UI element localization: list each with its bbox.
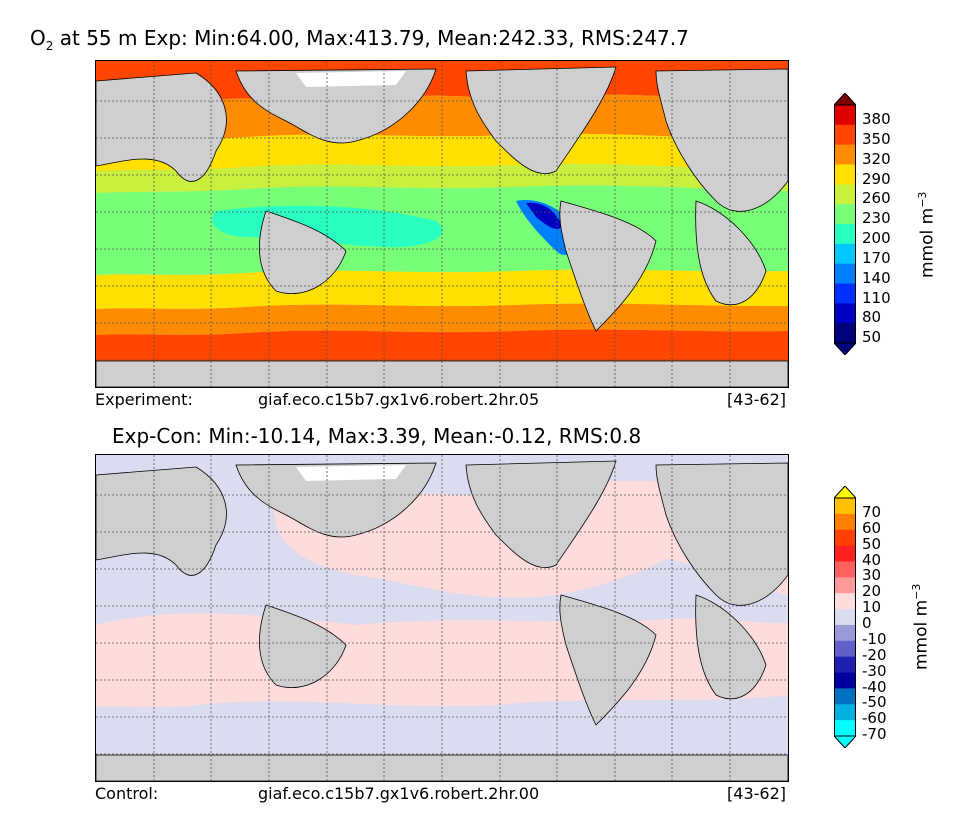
bottom-units-exp: −3	[910, 583, 923, 600]
bottom-colorbar-tick-label: 60	[862, 518, 882, 537]
top-colorbar-segment	[834, 105, 856, 126]
top-colorbar-segment	[834, 184, 856, 205]
top-colorbar-tick-label: 110	[862, 288, 891, 307]
top-colorbar-segment	[834, 303, 856, 324]
top-gridlines	[96, 61, 788, 387]
top-map-svg	[96, 61, 788, 387]
bottom-colorbar-outline	[834, 497, 856, 737]
bottom-colorbar-segment	[834, 640, 856, 658]
bottom-footer-left: Control:	[95, 784, 159, 803]
bottom-colorbar-tick-label: -10	[862, 629, 887, 648]
top-colorbar-outline	[834, 104, 856, 344]
top-colorbar-segment	[834, 243, 856, 265]
bottom-map	[95, 454, 789, 782]
top-colorbar-segment	[834, 224, 856, 245]
bottom-colorbar-segment	[834, 672, 856, 689]
top-map	[95, 60, 789, 388]
bottom-colorbar-segment	[834, 609, 856, 626]
bottom-map-svg	[96, 455, 788, 781]
top-colorbar-segment	[834, 204, 856, 225]
top-footer-left: Experiment:	[95, 390, 193, 409]
bottom-colorbar-tick-label: -50	[862, 693, 887, 712]
top-colorbar-ticks: 380 350 320 290 260 230 200 170 140 110 80 50	[862, 110, 912, 347]
bottom-colorbar-segment	[834, 593, 856, 610]
top-colorbar-segment	[834, 283, 856, 304]
bottom-colorbar-segment	[834, 561, 856, 578]
bottom-colorbar-tick-label: 20	[862, 582, 882, 601]
bottom-colorbar-tick-label: 0	[862, 614, 872, 633]
bottom-colorbar-segment	[834, 498, 856, 515]
bottom-footer-mid: giaf.eco.c15b7.gx1v6.robert.2hr.00	[258, 784, 540, 803]
top-colorbar-segment	[834, 323, 856, 343]
top-colorbar-tick-label: 290	[862, 169, 891, 188]
bottom-colorbar-segment	[834, 624, 856, 642]
bottom-colorbar-tick-label: -20	[862, 645, 887, 664]
top-footer-mid: giaf.eco.c15b7.gx1v6.robert.2hr.05	[258, 390, 540, 409]
top-colorbar-max-arrow	[832, 92, 858, 106]
bottom-colorbar-max-arrow	[832, 485, 858, 499]
bottom-colorbar-segment	[834, 529, 856, 547]
top-colorbar-tick-label: 320	[862, 149, 891, 168]
top-colorbar-segment	[834, 164, 856, 185]
bottom-colorbar-segment	[834, 688, 856, 705]
top-colorbar-segment	[834, 263, 856, 284]
bottom-colorbar-ticks: 70 60 50 40 30 20 10 0 -10 -20 -30 -40 -50 -60 -70	[862, 503, 912, 742]
top-units-main: mmol m	[917, 207, 938, 278]
bottom-map-title: Exp-Con: Min:-10.14, Max:3.39, Mean:-0.1…	[112, 424, 642, 448]
bottom-footer-right: [43-62]	[727, 784, 786, 803]
bottom-colorbar-tick-label: 10	[862, 598, 882, 617]
top-colorbar-tick-label: 50	[862, 328, 882, 347]
bottom-colorbar-tick-label: -40	[862, 677, 887, 696]
top-title-sub: 2	[45, 39, 54, 53]
top-colorbar-tick-label: 80	[862, 308, 882, 327]
bottom-colorbar-segment	[834, 704, 856, 721]
top-title-prefix: O	[30, 26, 46, 50]
bottom-colorbar-segment	[834, 513, 856, 531]
top-colorbar-tick-label: 140	[862, 268, 891, 287]
top-colorbar-segment	[834, 144, 856, 165]
bottom-colorbar-tick-label: -30	[862, 661, 887, 680]
bottom-colorbar-segment	[834, 720, 856, 736]
top-colorbar-tick-label: 230	[862, 209, 891, 228]
bottom-colorbar-tick-label: -60	[862, 709, 887, 728]
top-title-rest: at 55 m Exp: Min:64.00, Max:413.79, Mean…	[53, 26, 689, 50]
bottom-colorbar-segment	[834, 545, 856, 562]
top-units-exp: −3	[916, 191, 929, 208]
bottom-colorbar-segment	[834, 656, 856, 674]
top-colorbar-segment	[834, 124, 856, 146]
top-colorbar-tick-label: 170	[862, 248, 891, 267]
bottom-colorbar-tick-label: -70	[862, 725, 887, 744]
bottom-colorbar-units: mmol m−3	[910, 584, 932, 670]
bottom-colorbar-tick-label: 30	[862, 566, 882, 585]
bottom-colorbar-svg	[832, 485, 858, 749]
bottom-colorbar-tick-label: 50	[862, 534, 882, 553]
top-sea-ice	[296, 71, 406, 87]
top-map-title: O2 at 55 m Exp: Min:64.00, Max:413.79, M…	[30, 26, 689, 53]
bottom-colorbar-tick-label: 70	[862, 503, 882, 521]
bottom-continents	[96, 460, 788, 781]
top-omz-core	[526, 202, 562, 230]
bottom-sea-ice	[296, 465, 406, 481]
top-footer-right: [43-62]	[727, 390, 786, 409]
bottom-colorbar	[832, 485, 858, 749]
bottom-gridlines	[96, 455, 788, 781]
bottom-units-main: mmol m	[911, 599, 932, 670]
top-colorbar-tick-label: 260	[862, 189, 891, 208]
top-colorbar-tick-label: 380	[862, 110, 891, 128]
top-colorbar-min-arrow	[832, 342, 858, 356]
top-colorbar-svg	[832, 92, 858, 356]
top-colorbar	[832, 92, 858, 356]
bottom-colorbar-tick-label: 40	[862, 550, 882, 569]
top-continents	[96, 66, 788, 387]
bottom-colorbar-segment	[834, 577, 856, 594]
top-colorbar-tick-label: 200	[862, 229, 891, 247]
top-colorbar-units: mmol m−3	[916, 192, 938, 278]
bottom-colorbar-min-arrow	[832, 735, 858, 749]
top-colorbar-tick-label: 350	[862, 129, 891, 148]
